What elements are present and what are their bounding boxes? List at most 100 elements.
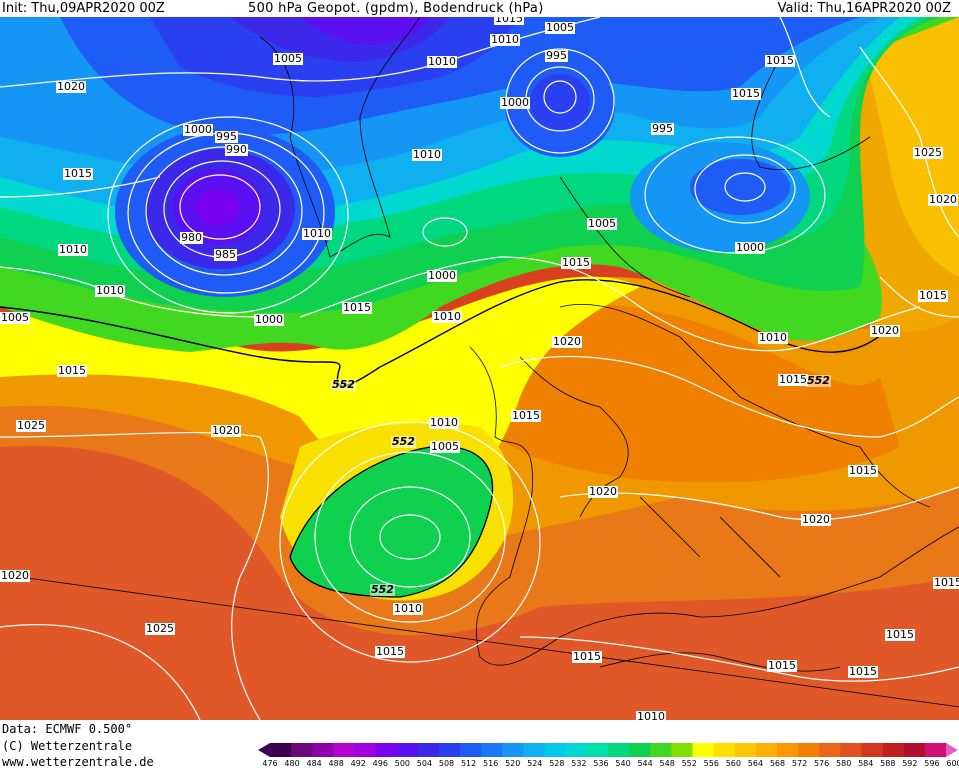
- isobar-label: 995: [215, 130, 238, 143]
- isobar-label: 1015: [885, 628, 915, 641]
- isobar-label: 1015: [765, 54, 795, 67]
- isobar-label: 980: [180, 231, 203, 244]
- isobar-label: 1020: [588, 485, 618, 498]
- isobar-label: 1015: [778, 373, 808, 386]
- site-url: www.wetterzentrale.de: [2, 755, 154, 769]
- legend-swatch: [586, 743, 609, 757]
- isobar-label: 1005: [545, 21, 575, 34]
- legend-tick-label: 556: [703, 759, 719, 768]
- legend-swatch: [924, 743, 947, 757]
- isobar-label: 1015: [918, 289, 948, 302]
- legend-swatch: [502, 743, 524, 757]
- legend-tick-label: 496: [372, 759, 388, 768]
- isobar-label: 1015: [511, 409, 541, 422]
- isobar-label: 1015: [933, 577, 959, 589]
- isobar-label: 1015: [342, 301, 372, 314]
- legend-tick-label: 576: [813, 759, 830, 768]
- isobar-label: 1015: [848, 665, 878, 678]
- legend-swatch: [713, 743, 736, 757]
- legend-tick-label: 480: [284, 759, 300, 768]
- color-legend-ticks: 476 480 484 488 492 496 500 504 508 512 516 520 524 5…: [262, 759, 959, 769]
- isobar-label: 1015: [57, 364, 87, 377]
- data-source: Data: ECMWF 0.500°: [2, 722, 133, 736]
- isobar-label: 1020: [801, 513, 831, 526]
- isobar-label: 1010: [393, 602, 423, 615]
- legend-tick-label: 568: [769, 759, 786, 768]
- legend-tick-label: 548: [659, 759, 675, 768]
- fill-ne-low-core: [690, 159, 790, 215]
- legend-tick-label: 520: [505, 759, 521, 768]
- legend-tick-label: 584: [858, 759, 874, 768]
- isobar-label: 1010: [758, 331, 788, 344]
- legend-swatch: [671, 743, 693, 757]
- isobar-label: 1020: [928, 193, 958, 206]
- legend-swatch: [734, 743, 757, 757]
- isobar-label: 1020: [0, 569, 30, 582]
- isobar-label: 1005: [587, 217, 617, 230]
- legend-swatch: [882, 743, 905, 757]
- weather-map: 1015 1010 1005 995 1020 1005 1010 1000 1…: [0, 17, 959, 720]
- legend-swatch: [629, 743, 651, 757]
- isobar-label: 1010: [58, 243, 88, 256]
- legend-tick-label: 588: [880, 759, 896, 768]
- isobar-label: 1025: [16, 419, 46, 432]
- legend-swatch: [375, 743, 398, 757]
- map-svg: [0, 17, 959, 720]
- isobar-label: 1010: [429, 416, 459, 429]
- fill-572-inner: [480, 302, 900, 483]
- legend-tick-label: 580: [836, 759, 852, 768]
- legend-tick-label: 540: [615, 759, 631, 768]
- legend-tick-label: 516: [483, 759, 499, 768]
- legend-tick-label: 592: [902, 759, 918, 768]
- legend-tick-label: 504: [416, 759, 433, 768]
- legend-tick-label: 572: [791, 759, 808, 768]
- legend-swatch: [777, 743, 799, 757]
- contour-552: [0, 279, 891, 387]
- fill-cutoff-low: [289, 445, 494, 598]
- legend-tick-label: 564: [747, 759, 764, 768]
- legend-swatch: [417, 743, 440, 757]
- isobar-label: 1015: [494, 17, 524, 25]
- isobar-label: 1000: [735, 241, 765, 254]
- legend-tick-label: 552: [681, 759, 697, 768]
- legend-swatch: [439, 743, 461, 757]
- fill-n-low-core: [530, 74, 590, 130]
- isobar-label: 1010: [412, 148, 442, 161]
- isobar-label: 1015: [63, 167, 93, 180]
- isobar-label: 985: [214, 248, 237, 261]
- legend-tick-label: 476: [262, 759, 278, 768]
- isobar-label: 1010: [95, 284, 125, 297]
- legend-tick-label: 528: [549, 759, 565, 768]
- isobar-label: 1020: [552, 335, 582, 348]
- legend-tick-label: 488: [328, 759, 344, 768]
- geopot-label: 552: [370, 583, 395, 596]
- isobar-label: 1015: [561, 256, 591, 269]
- legend-swatch: [819, 743, 841, 757]
- isobar-label: 1010: [302, 227, 332, 240]
- copyright: (C) Wetterzentrale: [2, 739, 133, 753]
- geopot-label: 552: [391, 435, 416, 448]
- isobar-label: 995: [545, 49, 568, 62]
- legend-swatch: [291, 743, 313, 757]
- fill-500: [300, 17, 430, 45]
- isobar-label: 990: [225, 143, 248, 156]
- valid-time: Valid: Thu,16APR2020 00Z: [777, 1, 951, 16]
- legend-swatch: [650, 743, 672, 757]
- geopot-label: 552: [806, 374, 831, 387]
- isobar-label: 1015: [731, 87, 761, 100]
- legend-tick-label: 560: [725, 759, 741, 768]
- isobars: [0, 17, 959, 720]
- chart-title: 500 hPa Geopot. (gpdm), Bodendruck (hPa): [248, 1, 544, 16]
- isobar-label: 1010: [427, 55, 457, 68]
- legend-swatch: [481, 743, 503, 757]
- isobar-label: 995: [651, 122, 674, 135]
- legend-swatch: [270, 743, 292, 757]
- isobar-label: 1010: [636, 711, 666, 720]
- legend-swatch: [544, 743, 567, 757]
- legend-swatch: [565, 743, 588, 757]
- legend-tick-label: 508: [438, 759, 455, 768]
- isobar-label: 1000: [500, 96, 530, 109]
- legend-tick-label: 484: [306, 759, 322, 768]
- legend-swatch: [840, 743, 862, 757]
- isobar-label: 1015: [375, 645, 405, 658]
